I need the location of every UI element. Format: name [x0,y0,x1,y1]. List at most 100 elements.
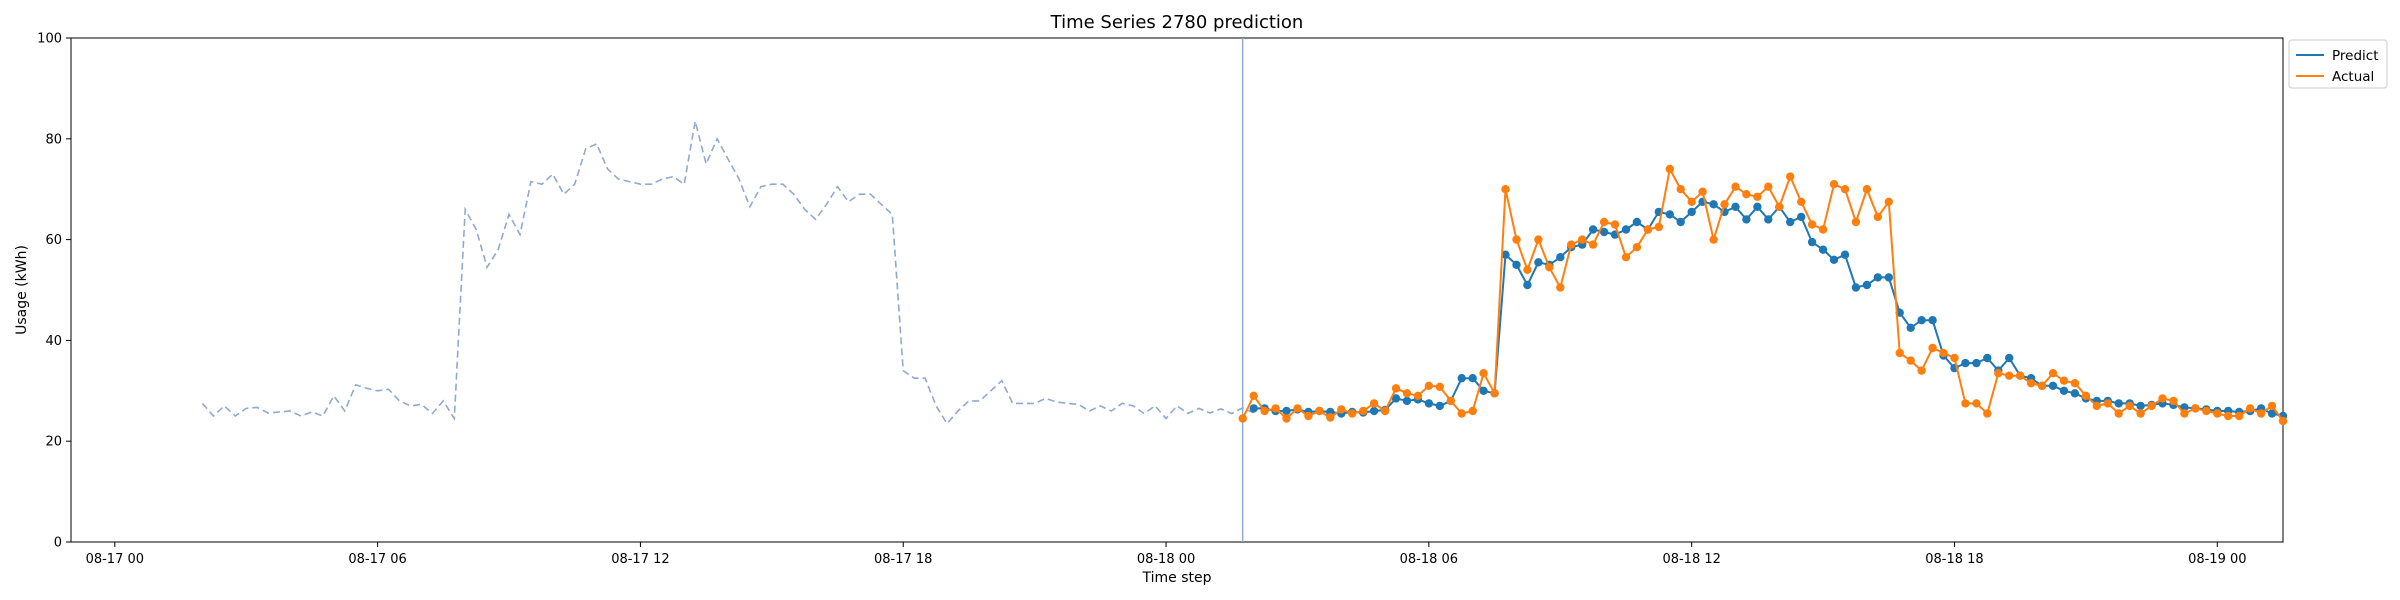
actual-point [1479,369,1488,378]
actual-point [1851,217,1861,227]
actual-point [1523,265,1532,274]
actual-point [1906,356,1915,365]
actual-point [2092,401,2101,411]
actual-point [1359,406,1368,416]
actual-point [1457,409,1466,418]
actual-point [2158,394,2167,403]
y-tick-label: 100 [37,32,62,47]
actual-point [1369,399,1379,408]
y-axis: 0 20 40 60 80 100 [37,32,71,551]
actual-point [1271,404,1280,413]
actual-point [1709,235,1718,244]
predict-point [1797,212,1806,222]
actual-point [1698,187,1707,196]
actual-point [1402,389,1412,398]
predict-point [2180,403,2189,412]
y-axis-label: Usage (kWh) [14,245,30,335]
actual-point [1391,384,1401,393]
chart-title: Time Series 2780 prediction [1050,12,1304,33]
actual-point [1621,253,1631,262]
predict-point [2048,381,2058,390]
actual-point [1807,220,1817,229]
actual-point [1260,406,1269,416]
actual-point [1599,217,1609,227]
actual-point [1654,222,1664,232]
predict-point [1369,406,1379,416]
x-tick-label: 08-17 18 [874,552,932,567]
y-tick-label: 0 [54,536,62,551]
actual-point [1282,414,1291,423]
actual-point [1840,185,1850,194]
actual-point [1829,180,1839,189]
actual-point [1326,413,1335,422]
actual-point [1983,409,1992,418]
actual-point [1293,404,1302,413]
actual-point [2016,371,2025,380]
predict-point [1840,250,1850,259]
y-tick-label: 20 [45,435,62,450]
predict-point [1523,280,1532,290]
predict-point [1501,250,1510,259]
history-layer [201,121,1255,425]
actual-point [1304,411,1313,421]
actual-point [1742,190,1751,199]
actual-point [1545,263,1554,272]
actual-point [1468,406,1477,416]
x-tick-label: 08-17 00 [86,552,144,567]
predict-point [1851,283,1861,292]
actual-point [1643,225,1653,234]
actual-point [1567,240,1576,249]
legend-predict-label: Predict [2332,48,2379,64]
actual-point [1632,243,1642,252]
actual-point [1490,389,1499,398]
actual-point [2278,416,2288,426]
y-tick-label: 60 [45,233,62,248]
actual-point [1950,353,1959,363]
actual-point [1446,396,1456,406]
actual-point [2005,371,2014,380]
predict-point [1632,217,1642,227]
predict-point [1282,406,1291,416]
predict-point [1807,237,1817,247]
actual-series [1238,164,2288,426]
actual-point [1687,197,1696,206]
legend-actual-label: Actual [2332,69,2374,85]
x-tick-label: 08-18 12 [1662,552,1720,567]
predict-point [1906,323,1915,332]
actual-point [1873,212,1883,222]
predict-point [2267,409,2277,418]
actual-point [1238,414,1247,423]
predict-point [1402,396,1412,406]
actual-point [1884,197,1894,206]
predict-point [1742,215,1751,224]
predict-point [1917,316,1926,325]
actual-point [2213,409,2222,418]
actual-point [1917,366,1926,375]
x-axis: 08-17 00 08-17 06 08-17 12 08-17 18 08-18 00… [86,542,2247,567]
predict-point [1983,353,1992,363]
legend: Predict Actual [2288,39,2388,89]
predict-point [1709,200,1718,209]
actual-point [1337,405,1346,414]
predict-point [1665,210,1675,219]
predict-point [1424,399,1434,408]
actual-point [2202,406,2211,416]
actual-point [1578,235,1587,244]
actual-point [1862,185,1872,194]
actual-point [1435,382,1445,391]
predict-point [1621,225,1631,234]
actual-point [2224,411,2233,421]
actual-point [1775,202,1784,211]
predict-point [1676,217,1685,227]
predict-point [1687,207,1696,217]
x-tick-label: 08-18 06 [1400,552,1458,567]
actual-point [1961,399,1970,408]
x-tick-label: 08-18 18 [1925,552,1983,567]
actual-point [2059,376,2069,385]
actual-point [2026,379,2036,388]
actual-point [2037,381,2047,390]
actual-point [1315,406,1324,416]
predict-point [1599,227,1609,237]
actual-point [1588,240,1598,249]
actual-point [1501,185,1510,194]
